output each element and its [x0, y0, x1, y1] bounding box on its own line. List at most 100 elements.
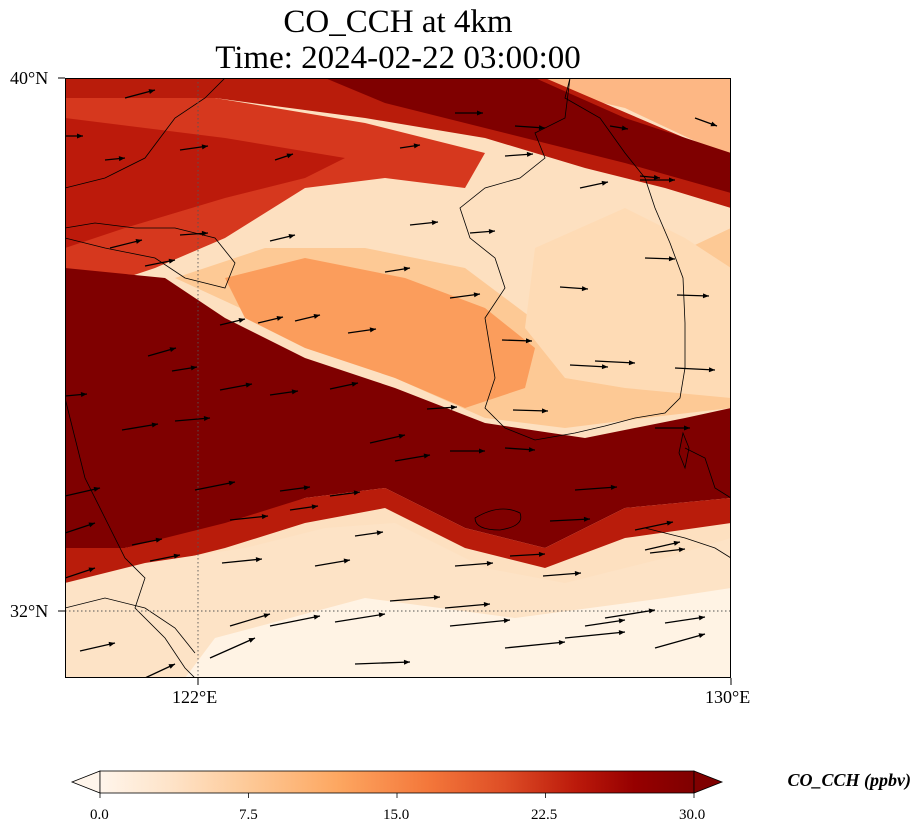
wind-vector-head: [155, 537, 162, 543]
wind-vector-head: [263, 613, 270, 619]
wind-vector-head: [583, 516, 590, 522]
wind-vector-head: [151, 422, 158, 428]
wind-vector-head: [203, 416, 210, 422]
wind-vector-head: [581, 286, 588, 292]
lon-tick-label-122e: 122°E: [172, 687, 218, 707]
wind-vector-head: [201, 230, 208, 236]
wind-vector-head: [526, 151, 533, 157]
field-lighter-east: [525, 208, 731, 398]
wind-vector: [504, 641, 566, 649]
wind-vector-head: [648, 608, 655, 614]
wind-vector-head: [148, 89, 155, 94]
coastline-china-east: [65, 397, 196, 678]
wind-vector: [542, 572, 582, 577]
wind-vector-head: [286, 153, 293, 159]
wind-vector-head: [483, 602, 490, 608]
coastline-jeju: [474, 508, 522, 531]
wind-vector-head: [574, 570, 581, 576]
wind-vector-head: [376, 530, 383, 536]
map-panel: [65, 78, 731, 678]
wind-vector: [449, 619, 511, 627]
colorbar-tick-label-0: 0.0: [90, 807, 109, 823]
wind-vector-head: [541, 408, 548, 414]
wind-vector-head: [169, 347, 176, 353]
wind-vector-head: [369, 327, 376, 333]
colorbar-extend-min: [70, 770, 101, 794]
wind-vector: [674, 367, 716, 371]
wind-vector: [584, 619, 626, 627]
wind-vector-head: [610, 484, 617, 490]
wind-vector-head: [525, 338, 532, 344]
wind-vector-head: [488, 228, 495, 234]
colorbar: [70, 770, 724, 798]
wind-vector: [654, 633, 706, 649]
wind-vector-head: [248, 638, 255, 643]
wind-vector-head: [653, 174, 660, 180]
wind-vector-head: [558, 640, 565, 646]
wind-vector-head: [503, 618, 510, 624]
wind-vector-head: [479, 448, 485, 454]
wind-vector-head: [378, 612, 385, 618]
wind-vector: [229, 613, 271, 627]
wind-vector: [229, 515, 269, 521]
wind-vector-head: [403, 659, 410, 665]
wind-vector: [444, 603, 491, 609]
gridlines: [65, 78, 731, 678]
wind-vector-head: [710, 121, 717, 127]
field-dark-central: [65, 268, 731, 558]
coastline-shandong: [65, 222, 236, 289]
wind-vector-head: [486, 560, 493, 566]
wind-vector: [269, 615, 321, 627]
wind-vector-head: [168, 664, 175, 669]
figure-title: CO_CCH at 4km: [283, 4, 513, 40]
wind-vector: [454, 562, 494, 567]
map-border: [65, 78, 731, 678]
colorbar-gradient: [99, 770, 695, 794]
wind-vector: [209, 637, 256, 659]
colorbar-tick-label-2: 15.0: [383, 807, 410, 823]
wind-vector-head: [108, 641, 115, 647]
wind-vector-head: [173, 553, 180, 559]
wind-vector: [569, 364, 609, 368]
wind-vector-head: [702, 293, 709, 299]
wind-vector-head: [433, 594, 440, 600]
wind-vector: [334, 613, 386, 623]
wind-vector-head: [261, 514, 268, 520]
wind-vector-head: [684, 425, 690, 431]
wind-vector: [574, 486, 618, 491]
colorbar-tick-label-1: 7.5: [239, 807, 258, 823]
wind-vector-head: [190, 365, 197, 371]
wind-vector: [604, 609, 656, 619]
wind-vector-head: [698, 633, 705, 639]
coastline-korea: [459, 78, 686, 441]
wind-vector: [194, 481, 236, 491]
wind-vector: [221, 558, 263, 564]
coastline-japan-kyushu: [684, 447, 731, 499]
wind-vector-head: [450, 404, 457, 410]
wind-vector: [389, 596, 441, 602]
lon-tick-label-130e: 130°E: [705, 687, 751, 707]
coastline-japan-south: [644, 527, 731, 559]
wind-vector: [549, 518, 591, 522]
coastline-tsushima: [678, 431, 690, 470]
field-light-northeast: [495, 78, 731, 158]
wind-vector-head: [528, 447, 535, 453]
wind-vector-head: [678, 547, 685, 553]
wind-vector-head: [313, 313, 320, 319]
wind-vector-head: [673, 540, 680, 546]
wind-vector-head: [228, 480, 235, 486]
wind-vector-head: [311, 504, 318, 510]
field-orange-center: [225, 258, 535, 408]
wind-vector-head: [666, 520, 673, 526]
wind-vector-head: [351, 381, 358, 387]
wind-vector-head: [669, 177, 675, 183]
field-lightest-south: [185, 588, 731, 678]
wind-vector: [634, 521, 674, 531]
wind-vector-head: [618, 618, 625, 624]
wind-vector-head: [288, 233, 295, 239]
wind-vector-head: [538, 551, 545, 557]
wind-vector-head: [80, 392, 87, 398]
wind-vector-head: [255, 557, 262, 563]
wind-vector-head: [135, 239, 142, 244]
wind-vector: [594, 360, 636, 364]
